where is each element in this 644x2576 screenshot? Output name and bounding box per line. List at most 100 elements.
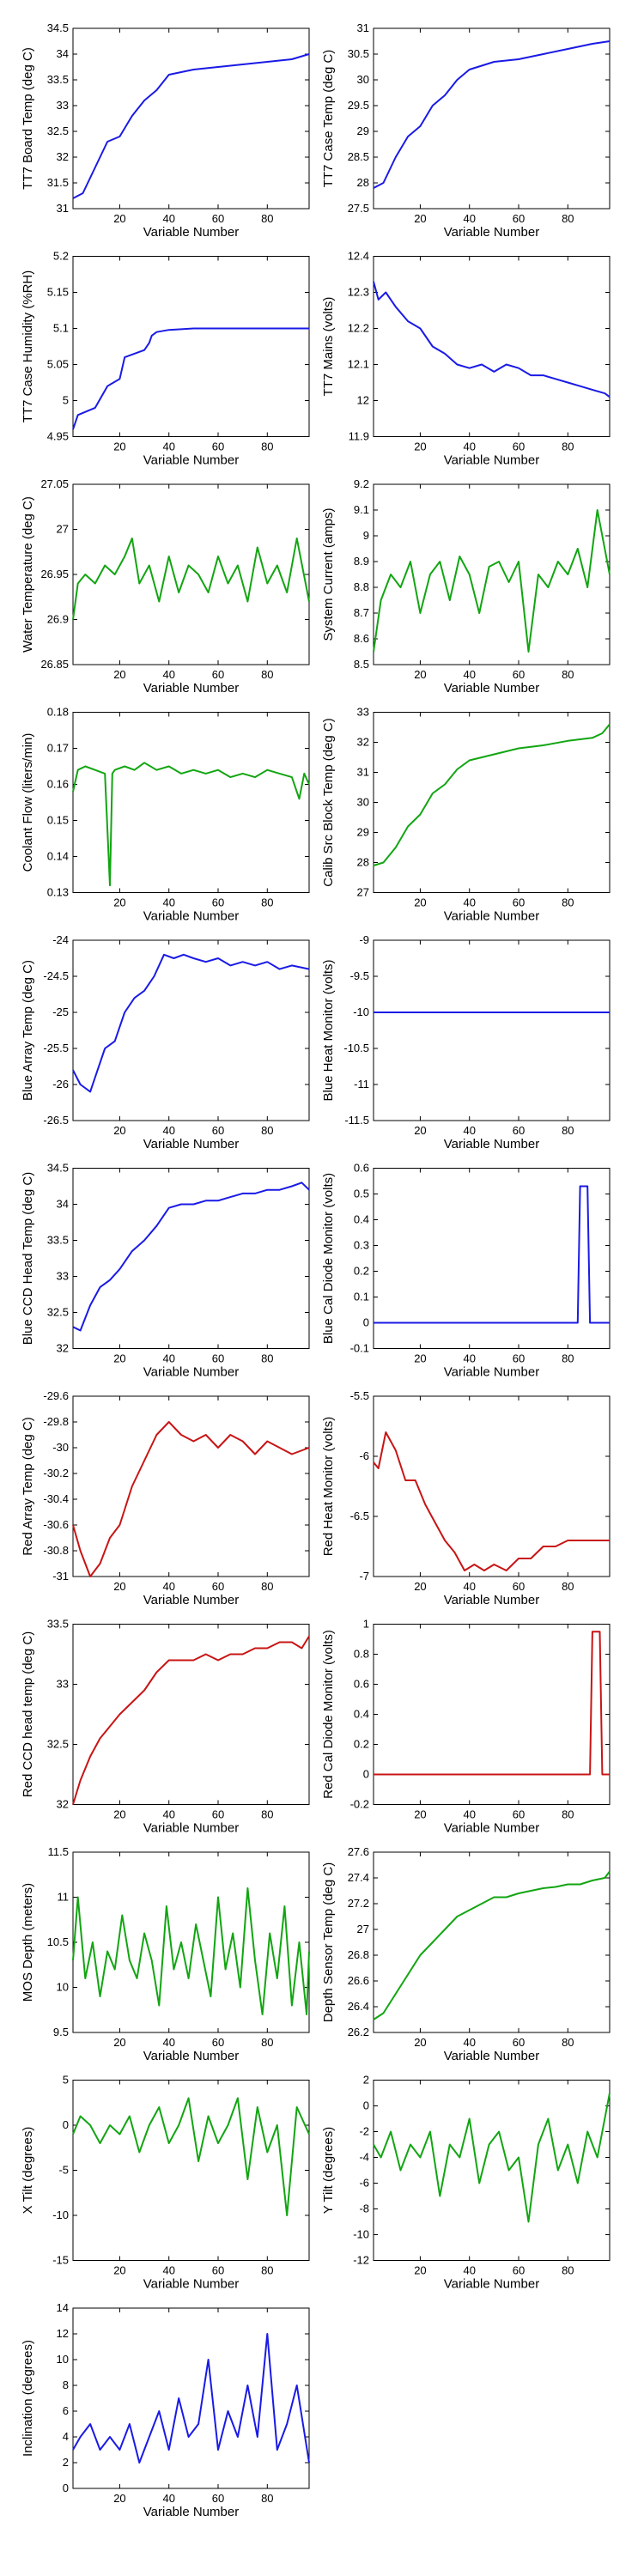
plot-frame (72, 2080, 310, 2261)
y-tick-label: 12.2 (348, 322, 369, 335)
y-tick-label: 0.6 (354, 1678, 369, 1691)
y-tick-label: 32.5 (47, 1738, 69, 1751)
plot-frame (72, 939, 310, 1121)
x-tick-label: 20 (113, 1352, 125, 1365)
y-tick-label: 0.2 (354, 1738, 369, 1751)
y-tick-label: 10 (57, 2353, 69, 2366)
chart-panel: -0.2 0 0.2 0.4 0.6 0.8 1 20 40 60 80 Variable Numbe… (321, 1618, 611, 1836)
y-tick-label: 9 (363, 529, 369, 542)
series-line (72, 538, 310, 620)
x-tick-label: 80 (261, 668, 273, 681)
y-axis-label: Inclination (degrees) (21, 2340, 35, 2457)
y-tick-label: -6.5 (350, 1510, 369, 1522)
y-tick-label: 0.13 (47, 886, 69, 899)
y-axis-label: Blue Cal Diode Monitor (volts) (321, 1173, 336, 1344)
y-tick-label: 6 (63, 2404, 69, 2417)
x-tick-label: 80 (261, 1352, 273, 1365)
x-tick-label: 20 (414, 1808, 426, 1821)
series-line (72, 953, 310, 1093)
y-tick-label: -9.5 (350, 969, 369, 982)
x-axis-label: Variable Number (444, 453, 539, 468)
y-tick-label: 12.4 (348, 250, 369, 263)
x-axis-label: Variable Number (143, 225, 239, 240)
y-axis-label: Water Temperature (deg C) (21, 496, 35, 653)
x-tick-label: 40 (162, 440, 174, 453)
y-tick-label: 26.4 (348, 2000, 369, 2013)
y-tick-label: 33 (357, 706, 369, 719)
y-tick-label: -9 (359, 933, 369, 946)
y-tick-label: 28.5 (348, 150, 369, 163)
series-line (72, 1635, 310, 1805)
x-tick-label: 40 (162, 1124, 174, 1137)
x-tick-label: 60 (513, 212, 525, 225)
y-tick-label: 33.5 (47, 73, 69, 86)
plot-frame (72, 1624, 310, 1805)
y-tick-label: 11 (58, 1891, 70, 1904)
y-tick-label: 33 (57, 1270, 69, 1283)
y-tick-label: 33.5 (47, 1618, 69, 1631)
series-line (373, 2093, 611, 2223)
x-tick-label: 80 (261, 1808, 273, 1821)
y-axis-label: TT7 Mains (volts) (321, 297, 336, 397)
x-tick-label: 80 (261, 212, 273, 225)
y-tick-label: 34 (57, 47, 69, 60)
y-tick-label: 0 (63, 2118, 69, 2131)
y-tick-label: 12 (57, 2327, 69, 2340)
y-axis-label: Red CCD head temp (deg C) (21, 1631, 35, 1797)
y-tick-label: -12 (353, 2254, 369, 2267)
series-line (373, 1431, 610, 1571)
x-tick-label: 40 (162, 2264, 174, 2277)
x-tick-label: 40 (463, 2036, 475, 2049)
x-tick-label: 40 (463, 1124, 475, 1137)
series-line (72, 327, 309, 430)
x-tick-label: 20 (414, 2036, 426, 2049)
x-tick-label: 60 (513, 668, 525, 681)
x-tick-label: 20 (113, 2264, 125, 2277)
y-tick-label: 5 (63, 2074, 69, 2087)
y-tick-label: 27.6 (348, 1845, 369, 1858)
y-tick-label: 32.5 (47, 1306, 69, 1319)
y-tick-label: 8.9 (354, 555, 369, 568)
x-tick-label: 80 (261, 896, 273, 909)
x-tick-label: 20 (113, 1124, 125, 1137)
x-tick-label: 80 (562, 440, 574, 453)
x-tick-label: 80 (562, 2036, 574, 2049)
y-tick-label: -30.6 (43, 1518, 69, 1531)
y-tick-label: 31.5 (47, 176, 69, 189)
x-tick-label: 80 (261, 2264, 273, 2277)
x-tick-label: 40 (463, 896, 475, 909)
y-tick-label: 29 (357, 125, 369, 137)
y-tick-label: 26.6 (348, 1974, 369, 1987)
plot-frame (373, 1395, 611, 1577)
x-tick-label: 60 (212, 440, 224, 453)
chart-panel: 26.85 26.9 26.95 27 27.05 20 40 60 80 Variable Nu… (21, 477, 310, 696)
y-tick-label: 11.5 (48, 1845, 69, 1858)
series-line (373, 281, 611, 398)
x-tick-label: 80 (562, 1124, 574, 1137)
y-tick-label: 34.5 (47, 21, 69, 34)
y-axis-label: Red Array Temp (deg C) (21, 1417, 35, 1555)
y-tick-label: 0.5 (354, 1188, 369, 1200)
x-tick-label: 60 (212, 2264, 224, 2277)
x-axis-label: Variable Number (444, 1137, 539, 1151)
x-tick-label: 40 (162, 668, 174, 681)
y-tick-label: 2 (363, 2074, 369, 2087)
chart-panel: -11.5 -11 -10.5 -10 -9.5 -9 20 40 60 80 Variable N… (321, 933, 611, 1151)
x-tick-label: 20 (113, 1808, 125, 1821)
y-tick-label: 26.85 (40, 658, 69, 671)
x-tick-label: 40 (463, 668, 475, 681)
y-tick-label: 12.3 (348, 286, 369, 299)
y-tick-label: -4 (359, 2151, 369, 2164)
plot-frame (72, 27, 310, 210)
x-tick-label: 40 (162, 2036, 174, 2049)
x-tick-label: 80 (562, 896, 574, 909)
x-axis-label: Variable Number (143, 1593, 239, 1607)
y-tick-label: 32 (57, 1798, 69, 1811)
x-tick-label: 60 (513, 2264, 525, 2277)
y-tick-label: 9.5 (53, 2026, 69, 2038)
y-tick-label: 32 (57, 1342, 69, 1355)
y-tick-label: 31 (357, 21, 369, 34)
y-tick-label: -7 (359, 1570, 369, 1583)
series-line (72, 1182, 310, 1332)
